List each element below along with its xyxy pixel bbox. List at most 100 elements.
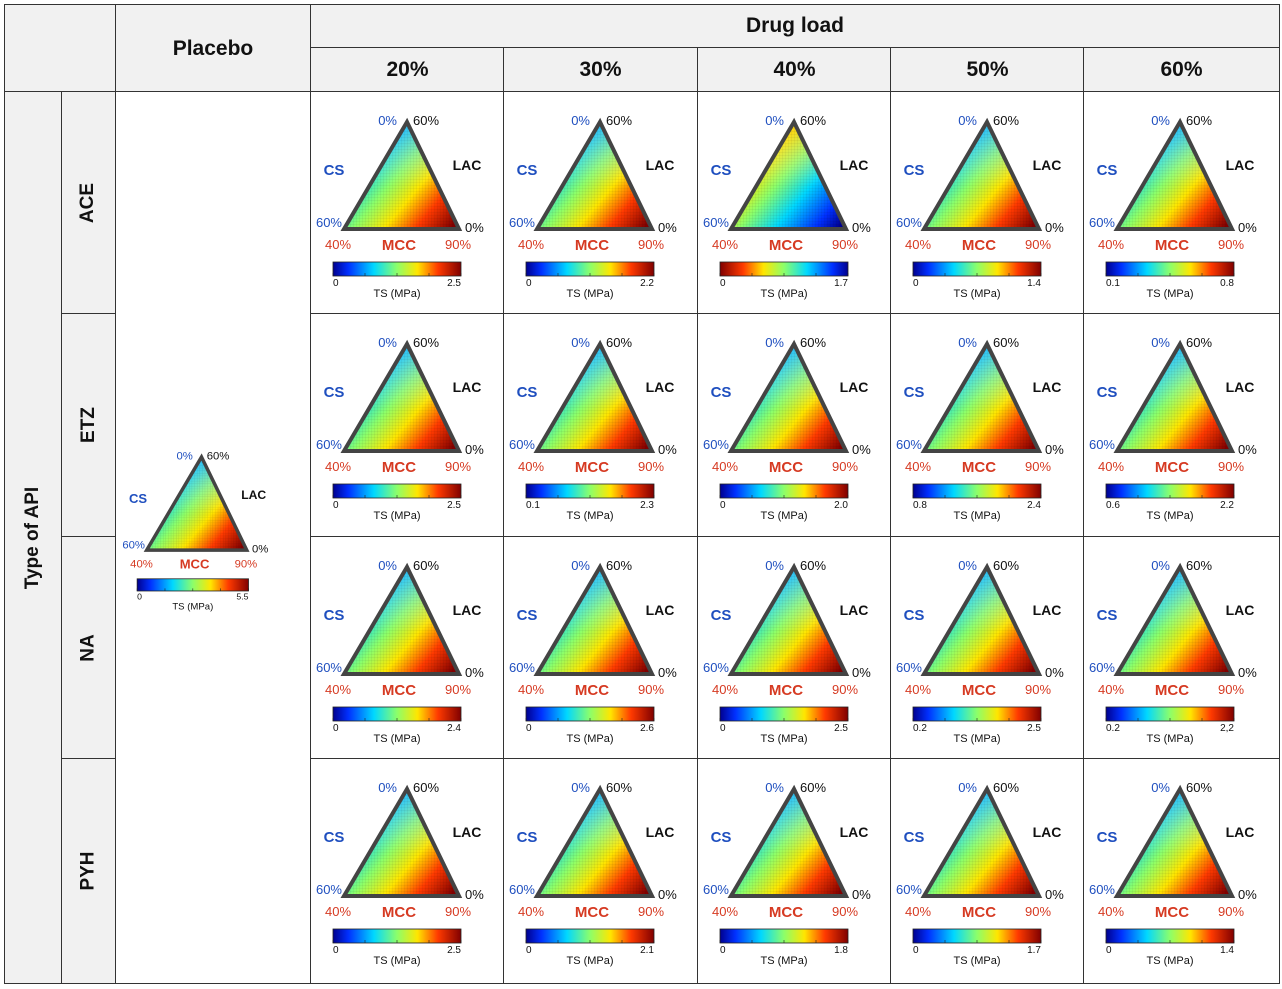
- placebo-header: Placebo: [115, 4, 311, 92]
- apex-cs-value: 0%: [1151, 113, 1170, 128]
- left-vertex-value: 60%: [122, 539, 145, 551]
- drug-load-col-40pct: 40%: [697, 47, 892, 92]
- colorbar-max: 2.4: [447, 723, 461, 734]
- ternary-frame: [1113, 562, 1236, 676]
- right-vertex-value: 0%: [1045, 220, 1064, 235]
- right-vertex-value: 0%: [1238, 442, 1257, 457]
- ternary-frame: [727, 339, 850, 453]
- ternary-grid: [924, 789, 1039, 896]
- lac-axis-label: LAC: [453, 379, 482, 395]
- ternary-cell-na-60pct: 0% 60% CS LAC 60% 0% 40% MCC 90% 0.2 2,2 TS (MPa): [1083, 536, 1280, 759]
- apex-lac-value: 60%: [993, 780, 1019, 795]
- ternary-grid: [1117, 567, 1232, 674]
- ternary-cell-pyh-60pct: 0% 60% CS LAC 60% 0% 40% MCC 90% 0 1.4 TS (MPa): [1083, 758, 1280, 984]
- cs-axis-label: CS: [904, 829, 925, 846]
- ternary-cell-ace-60pct: 0% 60% CS LAC 60% 0% 40% MCC 90% 0.1 0.8 TS (MPa): [1083, 91, 1280, 314]
- ternary-plot: 0% 60% CS LAC 60% 0% 40% MCC 90% 0 2.5 TS (MPa): [316, 780, 484, 967]
- colorbar-max: 2.5: [447, 278, 461, 289]
- apex-cs-value: 0%: [571, 113, 590, 128]
- left-vertex-value: 60%: [703, 660, 729, 675]
- ternary-grid: [731, 122, 846, 229]
- ternary-grid: [731, 789, 846, 896]
- apex-lac-value: 60%: [1186, 558, 1212, 573]
- apex-cs-value: 0%: [378, 335, 397, 350]
- colorbar-label: TS (MPa): [172, 601, 213, 612]
- mcc-axis-label: MCC: [769, 904, 803, 921]
- mcc-min-value: 40%: [1098, 682, 1124, 697]
- lac-axis-label: LAC: [1033, 602, 1062, 618]
- colorbar-max: 2.2: [1220, 500, 1234, 511]
- ternary-plot: 0% 60% CS LAC 60% 0% 40% MCC 90% 0 2.5 TS (MPa): [316, 335, 484, 522]
- mcc-axis-label: MCC: [382, 237, 416, 254]
- ternary-frame: [1113, 339, 1236, 453]
- apex-cs-value: 0%: [958, 335, 977, 350]
- ternary-cell-na-50pct: 0% 60% CS LAC 60% 0% 40% MCC 90% 0.2 2.5 TS (MPa): [890, 536, 1085, 759]
- right-vertex-value: 0%: [852, 220, 871, 235]
- colorbar-min: 0: [526, 723, 532, 734]
- left-vertex-value: 60%: [896, 437, 922, 452]
- lac-axis-label: LAC: [840, 602, 869, 618]
- mcc-min-value: 40%: [130, 558, 153, 570]
- lac-axis-label: LAC: [646, 379, 675, 395]
- mcc-axis-label: MCC: [769, 237, 803, 254]
- ternary-cell-ace-40pct: 0% 60% CS LAC 60% 0% 40% MCC 90% 0 1.7 TS (MPa): [697, 91, 892, 314]
- mcc-axis-label: MCC: [1155, 904, 1189, 921]
- left-vertex-value: 60%: [896, 660, 922, 675]
- mcc-max-value: 90%: [1218, 682, 1244, 697]
- mcc-max-value: 90%: [445, 459, 471, 474]
- apex-lac-value: 60%: [413, 780, 439, 795]
- apex-cs-value: 0%: [378, 780, 397, 795]
- cs-axis-label: CS: [517, 607, 538, 624]
- left-vertex-value: 60%: [509, 437, 535, 452]
- colorbar-max: 1.4: [1220, 945, 1234, 956]
- lac-axis-label: LAC: [1033, 379, 1062, 395]
- apex-lac-value: 60%: [1186, 335, 1212, 350]
- apex-lac-value: 60%: [1186, 113, 1212, 128]
- colorbar-min: 0: [333, 278, 339, 289]
- mcc-axis-label: MCC: [1155, 682, 1189, 699]
- mcc-max-value: 90%: [638, 459, 664, 474]
- apex-cs-value: 0%: [1151, 335, 1170, 350]
- mcc-max-value: 90%: [1218, 459, 1244, 474]
- right-vertex-value: 0%: [1238, 887, 1257, 902]
- ternary-plot: 0% 60% CS LAC 60% 0% 40% MCC 90% 0 2.5 TS (MPa): [703, 558, 871, 745]
- cs-axis-label: CS: [324, 384, 345, 401]
- ternary-grid: [537, 122, 652, 229]
- ternary-cell-na-20pct: 0% 60% CS LAC 60% 0% 40% MCC 90% 0 2.4 TS (MPa): [310, 536, 505, 759]
- left-vertex-value: 60%: [1089, 882, 1115, 897]
- ternary-frame: [920, 562, 1043, 676]
- colorbar-min: 0.6: [1106, 500, 1120, 511]
- mcc-max-value: 90%: [1025, 904, 1051, 919]
- ternary-cell-pyh-20pct: 0% 60% CS LAC 60% 0% 40% MCC 90% 0 2.5 TS (MPa): [310, 758, 505, 984]
- colorbar-label: TS (MPa): [566, 955, 613, 967]
- right-vertex-value: 0%: [1238, 220, 1257, 235]
- mcc-axis-label: MCC: [575, 237, 609, 254]
- cs-axis-label: CS: [711, 829, 732, 846]
- ternary-plot: 0% 60% CS LAC 60% 0% 40% MCC 90% 0 2.1 TS (MPa): [509, 780, 677, 967]
- ternary-cell-etz-50pct: 0% 60% CS LAC 60% 0% 40% MCC 90% 0.8 2.4 TS (MPa): [890, 313, 1085, 537]
- apex-lac-value: 60%: [413, 335, 439, 350]
- api-name: ETZ: [77, 407, 99, 443]
- drug-load-value: 40%: [773, 57, 816, 81]
- lac-axis-label: LAC: [1033, 157, 1062, 173]
- cs-axis-label: CS: [324, 162, 345, 179]
- lac-axis-label: LAC: [840, 824, 869, 840]
- drug-load-col-30pct: 30%: [503, 47, 698, 92]
- left-vertex-value: 60%: [703, 437, 729, 452]
- apex-cs-value: 0%: [571, 780, 590, 795]
- ternary-cell-pyh-30pct: 0% 60% CS LAC 60% 0% 40% MCC 90% 0 2.1 TS (MPa): [503, 758, 698, 984]
- mcc-min-value: 40%: [712, 237, 738, 252]
- colorbar-max: 2.3: [640, 500, 654, 511]
- mcc-min-value: 40%: [518, 682, 544, 697]
- ternary-grid: [344, 567, 459, 674]
- ternary-cell-pyh-40pct: 0% 60% CS LAC 60% 0% 40% MCC 90% 0 1.8 TS (MPa): [697, 758, 892, 984]
- ternary-plot: 0% 60% CS LAC 60% 0% 40% MCC 90% 0.6 2.2 TS (MPa): [1089, 335, 1257, 522]
- cs-axis-label: CS: [711, 384, 732, 401]
- mcc-axis-label: MCC: [962, 459, 996, 476]
- mcc-max-value: 90%: [1025, 682, 1051, 697]
- left-vertex-value: 60%: [316, 437, 342, 452]
- right-vertex-value: 0%: [852, 887, 871, 902]
- apex-lac-value: 60%: [800, 780, 826, 795]
- lac-axis-label: LAC: [646, 824, 675, 840]
